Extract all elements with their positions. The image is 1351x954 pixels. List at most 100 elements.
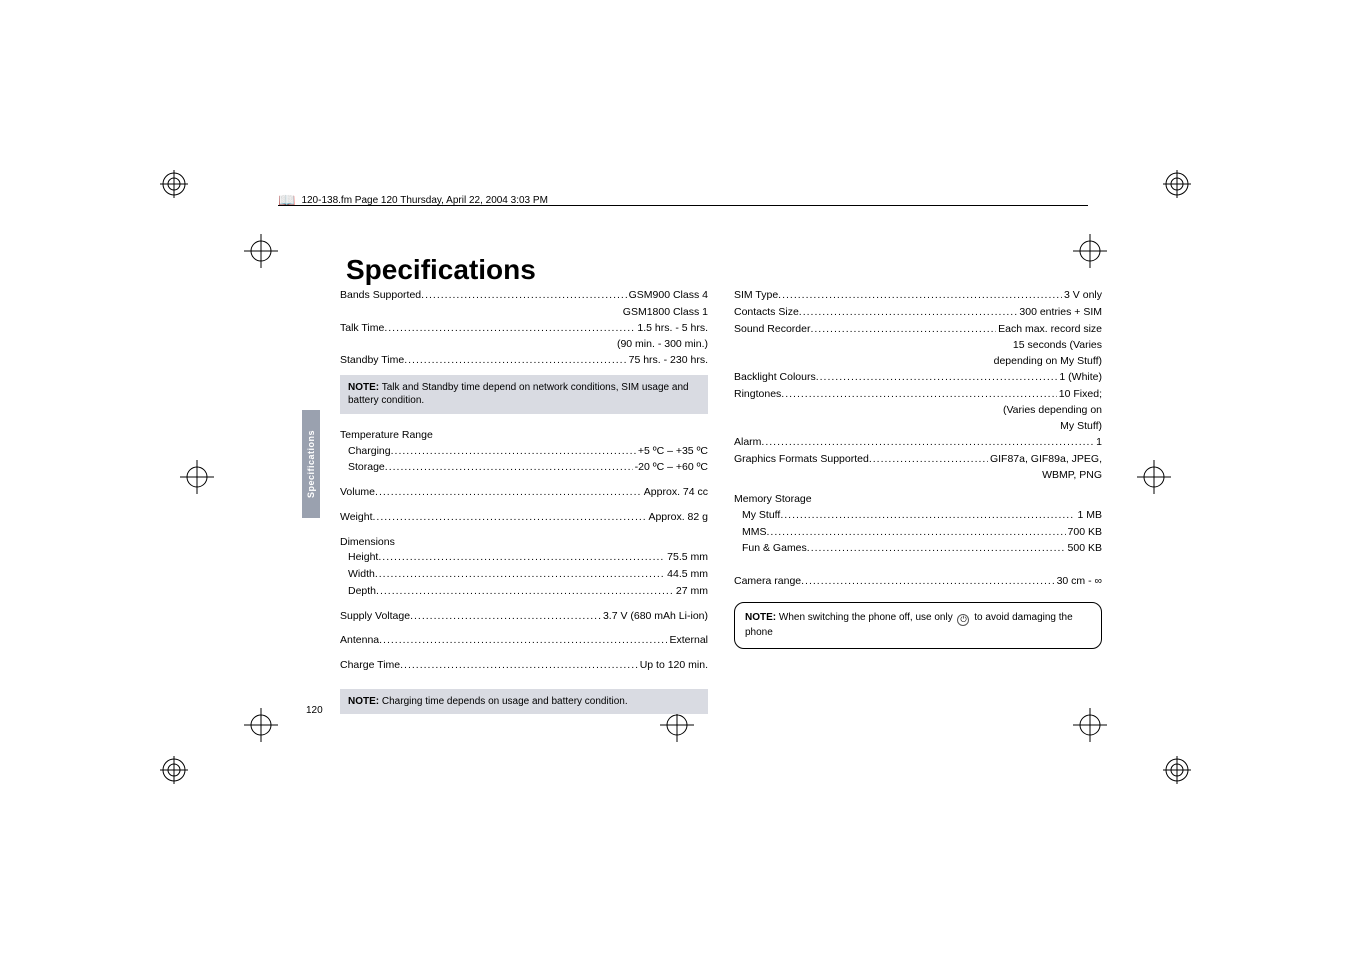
spec-row: Standby Time 75 hrs. - 230 hrs. (340, 353, 708, 369)
spec-continuation: My Stuff) (734, 419, 1102, 435)
spec-continuation: GSM1800 Class 1 (340, 305, 708, 321)
crosshair-icon (244, 708, 278, 742)
spec-label: Storage (348, 460, 385, 476)
crosshair-icon (1073, 234, 1107, 268)
dot-leader (373, 510, 647, 526)
page: 📖 120-138.fm Page 120 Thursday, April 22… (0, 0, 1351, 954)
spec-row: Fun & Games500 KB (734, 541, 1102, 557)
spec-row: WeightApprox. 82 g (340, 510, 708, 526)
spec-row: Volume Approx. 74 cc (340, 485, 708, 501)
spec-value: GSM900 Class 4 (627, 288, 708, 304)
spec-label: Width (348, 567, 375, 583)
dot-leader (391, 444, 636, 460)
note-box: NOTE: Charging time depends on usage and… (340, 689, 708, 715)
spec-value: 1 (White) (1057, 370, 1102, 386)
dot-leader (404, 353, 626, 369)
dot-leader (807, 541, 1066, 557)
spec-label: Charge Time (340, 658, 400, 674)
book-icon: 📖 (278, 192, 295, 209)
spec-label: Backlight Colours (734, 370, 816, 386)
dot-leader (778, 288, 1062, 304)
spec-value: External (667, 633, 708, 649)
spec-value: 27 mm (674, 584, 708, 600)
spec-row: Supply Voltage3.7 V (680 mAh Li-ion) (340, 609, 708, 625)
dot-leader (384, 321, 635, 337)
note-rounded: NOTE: When switching the phone off, use … (734, 602, 1102, 649)
spec-value: (Varies depending on (1003, 403, 1102, 419)
spec-value: 75 hrs. - 230 hrs. (627, 353, 708, 369)
dot-leader (375, 485, 642, 501)
spec-row: Height75.5 mm (340, 550, 708, 566)
crosshair-icon (180, 460, 214, 494)
dot-leader (400, 658, 638, 674)
spec-label: Alarm (734, 435, 761, 451)
note-label: NOTE: (348, 696, 379, 707)
crosshair-icon (1137, 460, 1171, 494)
spec-value: GSM1800 Class 1 (623, 305, 708, 321)
spec-row: Backlight Colours 1 (White) (734, 370, 1102, 386)
spec-label: Ringtones (734, 387, 781, 403)
page-title: Specifications (346, 254, 536, 286)
spec-value: 30 cm - ∞ (1055, 574, 1102, 590)
dot-leader (376, 584, 674, 600)
spec-label: Fun & Games (742, 541, 807, 557)
section-header: Temperature Range (340, 428, 708, 444)
spec-continuation: (90 min. - 300 min.) (340, 337, 708, 353)
content: Bands Supported GSM900 Class 4GSM1800 Cla… (340, 288, 1100, 720)
spec-value: Up to 120 min. (638, 658, 708, 674)
dot-leader (816, 370, 1058, 386)
section-header: Dimensions (340, 535, 708, 551)
spec-value: +5 ºC – +35 ºC (636, 444, 708, 460)
spec-continuation: WBMP, PNG (734, 468, 1102, 484)
spec-row: Sound RecorderEach max. record size (734, 322, 1102, 338)
spec-value: 1 MB (1075, 508, 1102, 524)
spec-value: 15 seconds (Varies (1013, 338, 1102, 354)
spec-label: Volume (340, 485, 375, 501)
spec-label: Camera range (734, 574, 801, 590)
note-box: NOTE: Talk and Standby time depend on ne… (340, 375, 708, 414)
header-rule (278, 205, 1088, 206)
spec-label: Charging (348, 444, 391, 460)
section-header: Memory Storage (734, 492, 1102, 508)
dot-leader (869, 452, 988, 468)
spec-value: -20 ºC – +60 ºC (633, 460, 708, 476)
spec-row: Depth27 mm (340, 584, 708, 600)
spec-value: Each max. record size (996, 322, 1102, 338)
spec-value: depending on My Stuff) (994, 354, 1102, 370)
dot-leader (810, 322, 996, 338)
spec-label: Talk Time (340, 321, 384, 337)
spec-row: Graphics Formats SupportedGIF87a, GIF89a… (734, 452, 1102, 468)
spec-label: Graphics Formats Supported (734, 452, 869, 468)
spec-value: Approx. 74 cc (642, 485, 708, 501)
spec-value: 44.5 mm (665, 567, 708, 583)
reg-mark-icon (1163, 756, 1191, 784)
reg-mark-icon (160, 170, 188, 198)
spec-label: Standby Time (340, 353, 404, 369)
spec-row: Storage -20 ºC – +60 ºC (340, 460, 708, 476)
side-tab-label: Specifications (306, 430, 316, 498)
dot-leader (385, 460, 633, 476)
spec-row: Contacts Size300 entries + SIM (734, 305, 1102, 321)
note-text: Charging time depends on usage and batte… (379, 696, 628, 707)
reg-mark-icon (1163, 170, 1191, 198)
spec-value: WBMP, PNG (1042, 468, 1102, 484)
spec-row: Bands Supported GSM900 Class 4 (340, 288, 708, 304)
column-left: Bands Supported GSM900 Class 4GSM1800 Cla… (340, 288, 708, 720)
spec-value: Approx. 82 g (646, 510, 708, 526)
dot-leader (801, 574, 1054, 590)
spec-label: MMS (742, 525, 767, 541)
spec-label: Antenna (340, 633, 379, 649)
spec-label: My Stuff (742, 508, 780, 524)
spec-label: SIM Type (734, 288, 778, 304)
side-tab: Specifications (302, 410, 320, 518)
spec-row: Alarm1 (734, 435, 1102, 451)
spec-row: Width 44.5 mm (340, 567, 708, 583)
spec-label: Bands Supported (340, 288, 421, 304)
note-label: NOTE: (745, 612, 776, 623)
dot-leader (767, 525, 1066, 541)
spec-value: (90 min. - 300 min.) (617, 337, 708, 353)
spec-continuation: depending on My Stuff) (734, 354, 1102, 370)
spec-row: Antenna External (340, 633, 708, 649)
spec-value: My Stuff) (1060, 419, 1102, 435)
dot-leader (378, 550, 665, 566)
